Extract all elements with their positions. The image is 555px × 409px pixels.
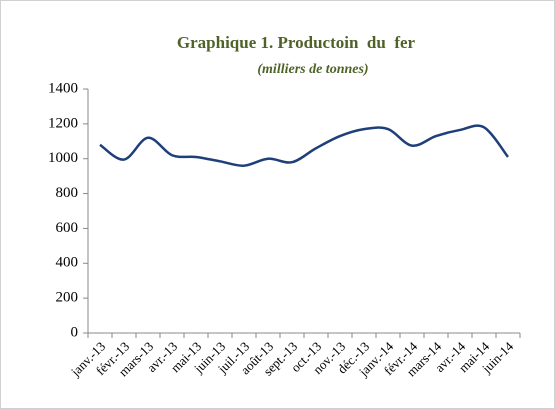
y-tick-label: 400: [56, 255, 79, 271]
line: [99, 124, 509, 167]
y-tick-label: 800: [56, 185, 79, 201]
y-tick-label: 600: [56, 220, 79, 236]
y-tick-label: 1400: [48, 80, 78, 96]
y-tick-label: 200: [56, 290, 79, 306]
chart-subtitle: (milliers de tonnes): [257, 62, 368, 77]
y-tick-label: 1200: [48, 115, 78, 131]
y-tick-label: 0: [71, 324, 79, 340]
chart-title: Graphique 1. Productoin du fer: [177, 33, 416, 52]
y-tick-label: 1000: [48, 150, 78, 166]
